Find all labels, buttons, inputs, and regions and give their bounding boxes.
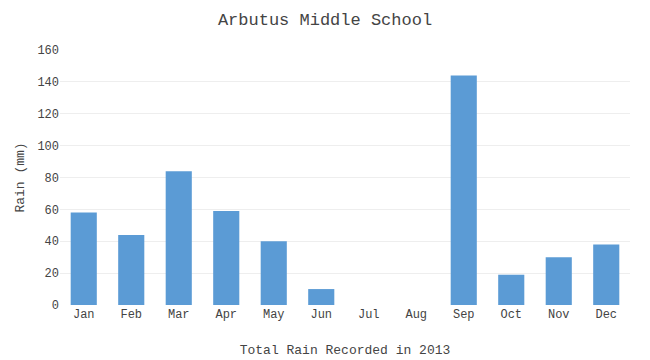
svg-text:Arbutus Middle School: Arbutus Middle School [218,11,432,30]
svg-text:60: 60 [45,204,59,218]
svg-text:Total Rain Recorded in 2013: Total Rain Recorded in 2013 [240,343,451,358]
svg-text:20: 20 [45,267,59,281]
svg-text:Oct: Oct [500,308,522,322]
svg-text:Mar: Mar [168,308,190,322]
svg-text:140: 140 [37,76,59,90]
svg-text:Jul: Jul [358,308,380,322]
svg-text:Aug: Aug [405,308,427,322]
svg-text:80: 80 [45,172,59,186]
svg-text:Sep: Sep [453,308,475,322]
svg-text:Apr: Apr [215,308,237,322]
svg-text:Jun: Jun [310,308,332,322]
svg-text:120: 120 [37,108,59,122]
svg-text:40: 40 [45,235,59,249]
svg-text:0: 0 [52,299,59,313]
svg-text:Feb: Feb [120,308,142,322]
svg-text:Jan: Jan [73,308,95,322]
svg-text:Rain (mm): Rain (mm) [13,142,28,212]
svg-text:160: 160 [37,44,59,58]
svg-text:May: May [263,308,285,322]
svg-text:100: 100 [37,140,59,154]
svg-text:Nov: Nov [548,308,570,322]
svg-text:Dec: Dec [595,308,617,322]
